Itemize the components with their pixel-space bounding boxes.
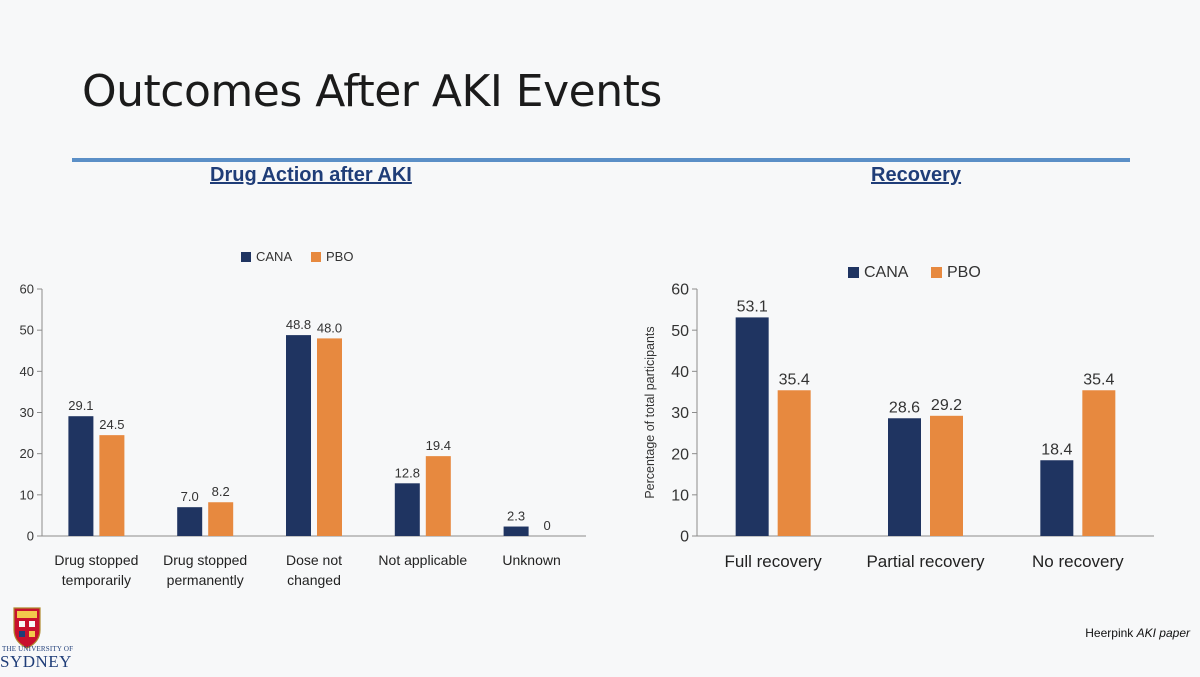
- y-tick-label: 40: [20, 364, 34, 379]
- citation: Heerpink AKI paper: [1085, 626, 1190, 640]
- bar-pbo: [777, 390, 811, 536]
- legend-swatch-cana: [848, 267, 859, 278]
- legend-swatch-pbo: [931, 267, 942, 278]
- data-label-cana: 29.1: [68, 398, 93, 413]
- bar-pbo: [425, 456, 451, 536]
- x-category-label: Not applicable: [378, 552, 467, 568]
- legend-label-pbo: PBO: [326, 249, 353, 264]
- x-category-label: temporarily: [62, 572, 131, 588]
- x-category-label: permanently: [167, 572, 244, 588]
- data-label-cana: 2.3: [507, 509, 525, 524]
- y-tick-label: 50: [671, 323, 689, 340]
- logo-text-sydney: SYDNEY: [0, 652, 72, 671]
- x-category-label: Drug stopped: [54, 552, 138, 568]
- y-tick-label: 10: [671, 487, 689, 504]
- slide-title: Outcomes After AKI Events: [82, 66, 662, 117]
- data-label-pbo: 35.4: [1083, 371, 1114, 388]
- y-tick-label: 20: [20, 446, 34, 461]
- logo-text-university-of: THE UNIVERSITY OF: [2, 645, 74, 653]
- drug-action-bar-chart: 0 10 20 30 40 50 60 29.1 24.5 Drug stopped tempora…: [20, 249, 586, 588]
- university-crest-icon: [13, 607, 41, 649]
- y-tick-label: 30: [671, 405, 689, 422]
- y-axis-title: Percentage of total participants: [643, 326, 657, 498]
- data-label-cana: 48.8: [286, 317, 311, 332]
- y-tick-label: 10: [20, 487, 34, 502]
- legend-label-pbo: PBO: [947, 264, 981, 281]
- title-divider: [72, 158, 1130, 162]
- x-category-label: Partial recovery: [866, 552, 985, 571]
- y-tick-label: 0: [680, 529, 689, 546]
- data-label-pbo: 8.2: [212, 484, 230, 499]
- citation-source: AKI paper: [1136, 626, 1190, 640]
- bar-cana: [503, 526, 529, 536]
- legend-swatch-pbo: [311, 252, 321, 262]
- data-label-pbo: 48.0: [317, 320, 342, 335]
- bar-cana: [286, 335, 311, 536]
- bar-pbo: [930, 415, 963, 536]
- x-category-label: No recovery: [1032, 552, 1124, 571]
- data-label-pbo: 19.4: [426, 438, 451, 453]
- y-tick-label: 20: [671, 446, 689, 463]
- data-label-pbo: 35.4: [779, 371, 810, 388]
- bar-cana: [888, 418, 921, 536]
- data-label-cana: 7.0: [181, 489, 199, 504]
- bar-pbo: [1082, 390, 1116, 536]
- x-category-label: Drug stopped: [163, 552, 247, 568]
- data-label-cana: 53.1: [737, 298, 768, 315]
- bar-pbo: [99, 435, 125, 536]
- y-tick-label: 60: [20, 282, 34, 297]
- bar-cana: [1040, 460, 1074, 536]
- y-tick-label: 40: [671, 364, 689, 381]
- bar-pbo: [208, 502, 234, 536]
- recovery-chart-title: Recovery: [871, 164, 962, 186]
- y-tick-label: 50: [20, 323, 34, 338]
- x-category-label: changed: [287, 572, 341, 588]
- drug-action-chart-title: Drug Action after AKI: [210, 164, 412, 186]
- x-category-label: Full recovery: [725, 552, 823, 571]
- data-label-pbo: 29.2: [931, 397, 962, 414]
- data-label-pbo: 24.5: [99, 417, 124, 432]
- data-label-cana: 18.4: [1041, 441, 1072, 458]
- x-category-label: Dose not: [286, 552, 342, 568]
- x-category-label: Unknown: [502, 552, 560, 568]
- legend-label-cana: CANA: [256, 249, 292, 264]
- bar-cana: [68, 416, 94, 536]
- data-label-pbo: 0: [543, 518, 550, 533]
- legend-label-cana: CANA: [864, 264, 909, 281]
- y-tick-label: 60: [671, 282, 689, 299]
- y-tick-label: 30: [20, 405, 34, 420]
- bar-cana: [177, 507, 203, 536]
- bar-pbo: [317, 338, 342, 536]
- data-label-cana: 28.6: [889, 399, 920, 416]
- citation-author: Heerpink: [1085, 626, 1137, 640]
- recovery-bar-chart: 0 10 20 30 40 50 60 Percentage of total partici…: [643, 264, 1154, 571]
- legend-swatch-cana: [241, 252, 251, 262]
- data-label-cana: 12.8: [395, 465, 420, 480]
- bar-cana: [735, 317, 769, 536]
- bar-cana: [394, 483, 420, 536]
- y-tick-label: 0: [27, 529, 34, 544]
